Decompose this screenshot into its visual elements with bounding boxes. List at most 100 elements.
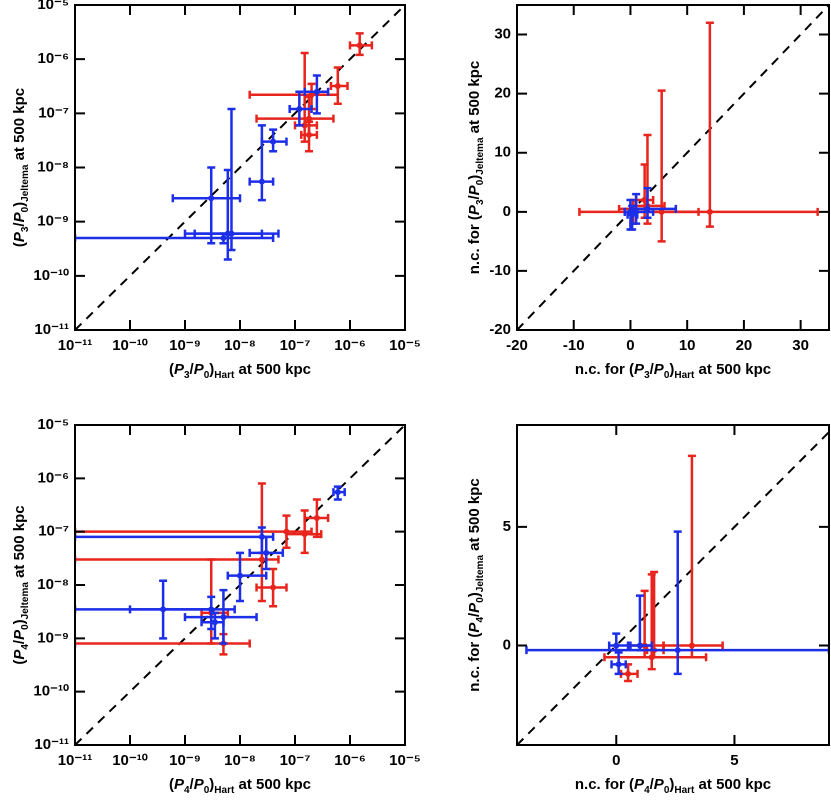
- x-error-bar: [75, 527, 313, 536]
- label-part: P: [466, 622, 483, 633]
- label-part: 3: [644, 370, 650, 381]
- point: [674, 647, 681, 654]
- axis-label: n.c. for (P3/P0)Hart at 500 kpc: [575, 361, 771, 381]
- label-part: /: [650, 776, 655, 793]
- x-error-bar: [248, 90, 340, 99]
- y-error-bar: [657, 89, 666, 243]
- y-tick-label: 0: [503, 203, 511, 220]
- x-tick-label: 10⁻⁹: [169, 752, 201, 769]
- x-tick-label: 10⁻⁹: [169, 337, 201, 354]
- y-tick-label: 10: [494, 144, 511, 161]
- y-error-bar: [257, 526, 266, 555]
- axes-frame: [516, 4, 830, 331]
- label-part: ): [209, 776, 214, 793]
- label-part: P: [194, 361, 205, 378]
- y-tick-label: 10⁻⁹: [37, 213, 69, 230]
- label-part: P: [634, 776, 645, 793]
- label-part: (: [169, 776, 174, 793]
- label-part: (: [11, 242, 28, 247]
- label-part: n.c. for (: [575, 776, 634, 793]
- x-tick-label: 0: [626, 337, 634, 354]
- axis-label: (P3/P0)Jeltema at 500 kpc: [11, 88, 31, 247]
- point: [211, 619, 218, 626]
- label-part: /: [190, 776, 195, 793]
- label-part: P: [174, 361, 185, 378]
- y-tick-label: 10⁻⁹: [37, 629, 69, 646]
- x-tick-label: -20: [506, 337, 528, 354]
- point: [615, 661, 622, 668]
- axis-label: (P4/P0)Jeltema at 500 kpc: [11, 505, 31, 664]
- axes-frame: [516, 424, 830, 746]
- y-error-bar: [257, 124, 266, 202]
- y-tick-label: 10⁻¹⁰: [33, 683, 69, 700]
- y-tick-label: 10⁻⁷: [38, 104, 69, 121]
- x-tick-label: 10⁻⁸: [224, 752, 256, 769]
- label-part: /: [11, 639, 28, 644]
- label-part: Jeltema: [475, 555, 486, 593]
- label-part: 0: [20, 206, 31, 212]
- point: [334, 489, 341, 496]
- x-tick-label: 30: [792, 337, 809, 354]
- x-tick-label: 10⁻⁷: [280, 752, 311, 769]
- x-tick-label: 10⁻¹¹: [58, 337, 93, 354]
- data: [525, 454, 829, 683]
- axis-label: n.c. for (P3/P0)Jeltema at 500 kpc: [466, 61, 486, 274]
- label-part: P: [634, 361, 645, 378]
- y-error-bar: [687, 454, 696, 659]
- data: [75, 32, 374, 261]
- label-part: /: [466, 612, 483, 617]
- x-error-bar: [226, 571, 268, 580]
- label-part: Jeltema: [20, 164, 31, 202]
- x-tick-label: 5: [730, 752, 738, 769]
- x-tick-label: 10⁻⁵: [389, 752, 421, 769]
- y-error-bar: [635, 594, 644, 652]
- label-part: 0: [664, 370, 670, 381]
- label-part: P: [11, 629, 28, 640]
- y-tick-label: 30: [494, 26, 511, 43]
- label-part: at 500 kpc: [11, 505, 28, 582]
- label-part: P: [466, 204, 483, 215]
- y-tick-label: 10⁻⁶: [37, 50, 69, 67]
- x-tick-label: 20: [736, 337, 753, 354]
- label-part: ): [209, 361, 214, 378]
- point: [258, 178, 265, 185]
- label-part: ): [11, 202, 28, 207]
- x-error-bar: [75, 532, 275, 541]
- point: [306, 115, 313, 122]
- point: [313, 515, 320, 522]
- y-tick-label: 5: [503, 518, 511, 535]
- label-part: 3: [184, 370, 190, 381]
- point: [706, 208, 713, 215]
- y-tick-label: 10⁻⁵: [37, 416, 69, 433]
- label-part: P: [654, 361, 665, 378]
- point: [220, 614, 227, 621]
- y-error-bar: [643, 186, 652, 219]
- label-part: (: [11, 660, 28, 665]
- x-tick-label: 0: [612, 752, 620, 769]
- label-part: /: [11, 222, 28, 227]
- y-tick-label: -20: [489, 321, 511, 338]
- y-tick-label: 0: [503, 636, 511, 653]
- label-part: 0: [664, 785, 670, 796]
- point: [237, 572, 243, 579]
- label-part: Hart: [674, 370, 695, 381]
- x-tick-label: 10⁻⁵: [389, 337, 421, 354]
- label-part: at 500 kpc: [466, 61, 483, 138]
- label-part: 4: [184, 785, 190, 796]
- label-part: /: [650, 361, 655, 378]
- y-tick-label: 10⁻¹¹: [34, 736, 69, 753]
- one-to-one-line: [516, 431, 830, 746]
- point: [306, 131, 313, 138]
- point: [356, 42, 363, 49]
- label-part: 3: [475, 199, 486, 205]
- axis-label: (P3/P0)Hart at 500 kpc: [169, 361, 311, 381]
- point: [613, 642, 620, 649]
- label-part: 4: [644, 785, 650, 796]
- x-error-bar: [75, 605, 236, 614]
- label-part: P: [11, 211, 28, 222]
- label-part: 0: [475, 179, 486, 185]
- label-part: P: [466, 184, 483, 195]
